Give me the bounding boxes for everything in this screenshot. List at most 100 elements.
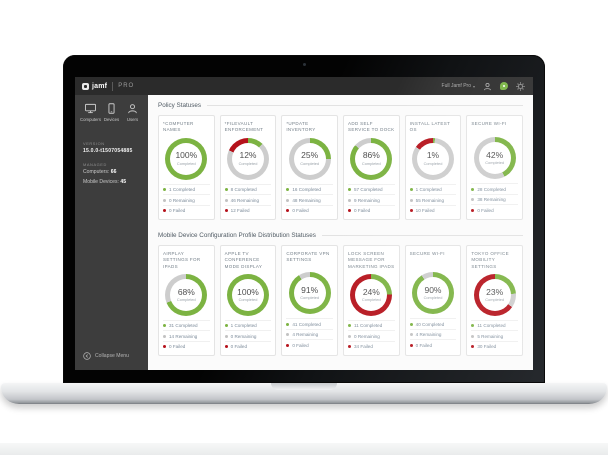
laptop-lid-notch — [271, 383, 337, 390]
mobile-profile-statuses-section: Mobile Device Configuration Profile Dist… — [158, 232, 523, 357]
remaining-dot-icon — [409, 333, 413, 337]
remaining-stat-text: 5 Remaining — [477, 333, 504, 339]
completion-donut-chart — [350, 137, 393, 180]
status-card[interactable]: Add Self Service to Dock 86% Completed 57 C… — [343, 115, 400, 221]
user-menu[interactable]: Full Jamf Pro ▾ — [442, 83, 475, 89]
completed-dot-icon — [286, 188, 290, 192]
donut-center-label: 12% Completed — [227, 138, 269, 180]
card-title: *Computer Names — [163, 121, 194, 133]
status-card[interactable]: *FileVault Enforcement 12% Completed 8 Comp… — [219, 115, 277, 221]
failed-stat-text: 0 Failed — [354, 208, 371, 214]
completed-dot-icon — [471, 187, 475, 191]
failed-stat: 0 Failed — [163, 340, 210, 352]
remaining-dot-icon — [163, 334, 166, 338]
donut-center-label: 24% Completed — [350, 274, 392, 316]
dashboard: Policy Statuses *Computer Names 100% Compl… — [148, 95, 533, 370]
failed-dot-icon — [348, 209, 351, 213]
status-card[interactable]: Secure Wi-Fi 90% Completed 40 Completed 4 Re… — [404, 245, 462, 357]
status-card[interactable]: Apple TV Conference Mode Display 100% Comp… — [219, 245, 277, 357]
remaining-stat: 0 Remaining — [348, 330, 395, 341]
completion-donut-chart — [226, 273, 269, 316]
remaining-dot-icon — [286, 333, 290, 337]
sidebar-info: VERSION 15.0.0-t1507054885 MANAGED Compu… — [75, 129, 148, 189]
sidebar-item-label: Users — [126, 117, 139, 122]
managed-label: MANAGED — [83, 162, 107, 167]
remaining-dot-icon — [163, 198, 166, 202]
percent-caption: Completed — [485, 160, 505, 166]
percent-value: 25% — [301, 150, 319, 161]
donut-center-label: 100% Completed — [165, 138, 207, 180]
donut-center-label: 86% Completed — [350, 138, 392, 180]
completed-stat: 1 Completed — [224, 319, 272, 331]
card-stats: 31 Completed 14 Remaining 0 Failed — [163, 319, 210, 352]
status-card[interactable]: AirPlay Settings for iPads 68% Completed 31… — [158, 245, 215, 357]
completed-dot-icon — [163, 188, 166, 192]
mobile-devices-count-value: 45 — [120, 179, 127, 185]
completion-donut-chart — [411, 272, 454, 315]
status-card[interactable]: Lock Screen Message for Marketing iPads 2… — [343, 245, 400, 357]
account-icon[interactable] — [483, 82, 492, 91]
completed-dot-icon — [224, 188, 228, 192]
completed-stat-text: 11 Completed — [354, 323, 383, 329]
status-card[interactable]: *Computer Names 100% Completed 1 Completed 0… — [158, 115, 215, 221]
user-menu-label: Full Jamf Pro — [441, 83, 471, 89]
feedback-balloon-icon[interactable] — [500, 82, 508, 90]
status-card[interactable]: *Update Inventory 25% Completed 16 Complete… — [281, 115, 338, 221]
card-title: Apple TV Conference Mode Display — [224, 251, 263, 269]
remaining-dot-icon — [224, 334, 228, 338]
failed-dot-icon — [471, 345, 475, 349]
top-bar-actions: Full Jamf Pro ▾ — [442, 81, 525, 91]
status-card[interactable]: Install Latest OS 1% Completed 1 Completed 5… — [404, 115, 462, 221]
failed-dot-icon — [286, 343, 290, 347]
percent-caption: Completed — [361, 160, 381, 166]
completion-donut-chart — [473, 137, 516, 179]
completed-dot-icon — [471, 324, 475, 328]
completed-stat: 31 Completed — [163, 319, 210, 331]
percent-caption: Completed — [300, 160, 320, 166]
card-title: Install Latest OS — [409, 121, 451, 133]
chevron-down-icon: ▾ — [472, 83, 475, 89]
completed-stat: 41 Completed — [286, 318, 333, 329]
remaining-stat: 4 Remaining — [286, 328, 333, 340]
status-card[interactable]: Corporate VPN Settings 91% Completed 41 Com… — [281, 245, 338, 357]
failed-stat-text: 34 Failed — [354, 344, 373, 350]
sidebar-item-devices[interactable]: Devices — [101, 103, 122, 122]
completed-stat-text: 41 Completed — [292, 321, 321, 327]
policy-status-cards: *Computer Names 100% Completed 1 Completed 0… — [158, 115, 523, 221]
donut-center-label: 100% Completed — [227, 274, 269, 316]
collapse-menu-label: Collapse Menu — [95, 353, 129, 359]
remaining-stat: 4 Remaining — [409, 328, 457, 340]
gear-icon[interactable] — [516, 81, 525, 91]
percent-value: 23% — [486, 286, 504, 297]
completed-stat: 11 Completed — [348, 319, 395, 331]
remaining-stat-text: 46 Remaining — [230, 197, 260, 203]
failed-stat-text: 0 Failed — [292, 342, 309, 348]
computers-count-row: Computers: 66 — [83, 169, 140, 175]
completion-donut-chart — [288, 137, 331, 180]
completed-dot-icon — [409, 322, 413, 326]
percent-value: 12% — [239, 150, 257, 161]
status-card[interactable]: Tokyo Office Mobility Settings 23% Complet… — [466, 245, 523, 357]
completion-donut-chart — [288, 272, 331, 315]
completed-dot-icon — [348, 324, 351, 328]
failed-dot-icon — [409, 209, 413, 213]
remaining-stat-text: 48 Remaining — [292, 197, 321, 203]
failed-dot-icon — [286, 209, 290, 213]
section-title: Mobile Device Configuration Profile Dist… — [158, 232, 316, 240]
completed-stat-text: 1 Completed — [415, 187, 442, 193]
mobile-devices-count-row: Mobile Devices: 45 — [83, 179, 140, 185]
failed-stat: 34 Failed — [348, 340, 395, 352]
jamf-logo[interactable]: jamf PRO — [82, 81, 134, 91]
percent-caption: Completed — [176, 297, 196, 303]
collapse-menu-button[interactable]: Collapse Menu — [75, 343, 148, 370]
status-card[interactable]: Secure Wi-Fi 42% Completed 28 Completed 38 R… — [466, 115, 523, 221]
sidebar-item-users[interactable]: Users — [122, 103, 143, 122]
sidebar-nav: Computers Devices Users — [75, 95, 148, 129]
mobile-profile-status-cards: AirPlay Settings for iPads 68% Completed 31… — [158, 245, 523, 357]
failed-stat: 0 Failed — [409, 339, 457, 350]
completed-stat: 16 Completed — [286, 183, 333, 195]
completed-stat-text: 28 Completed — [477, 186, 506, 192]
version-label: VERSION — [83, 141, 105, 146]
sidebar-item-computers[interactable]: Computers — [80, 103, 101, 122]
card-stats: 28 Completed 38 Remaining 0 Failed — [471, 183, 518, 215]
